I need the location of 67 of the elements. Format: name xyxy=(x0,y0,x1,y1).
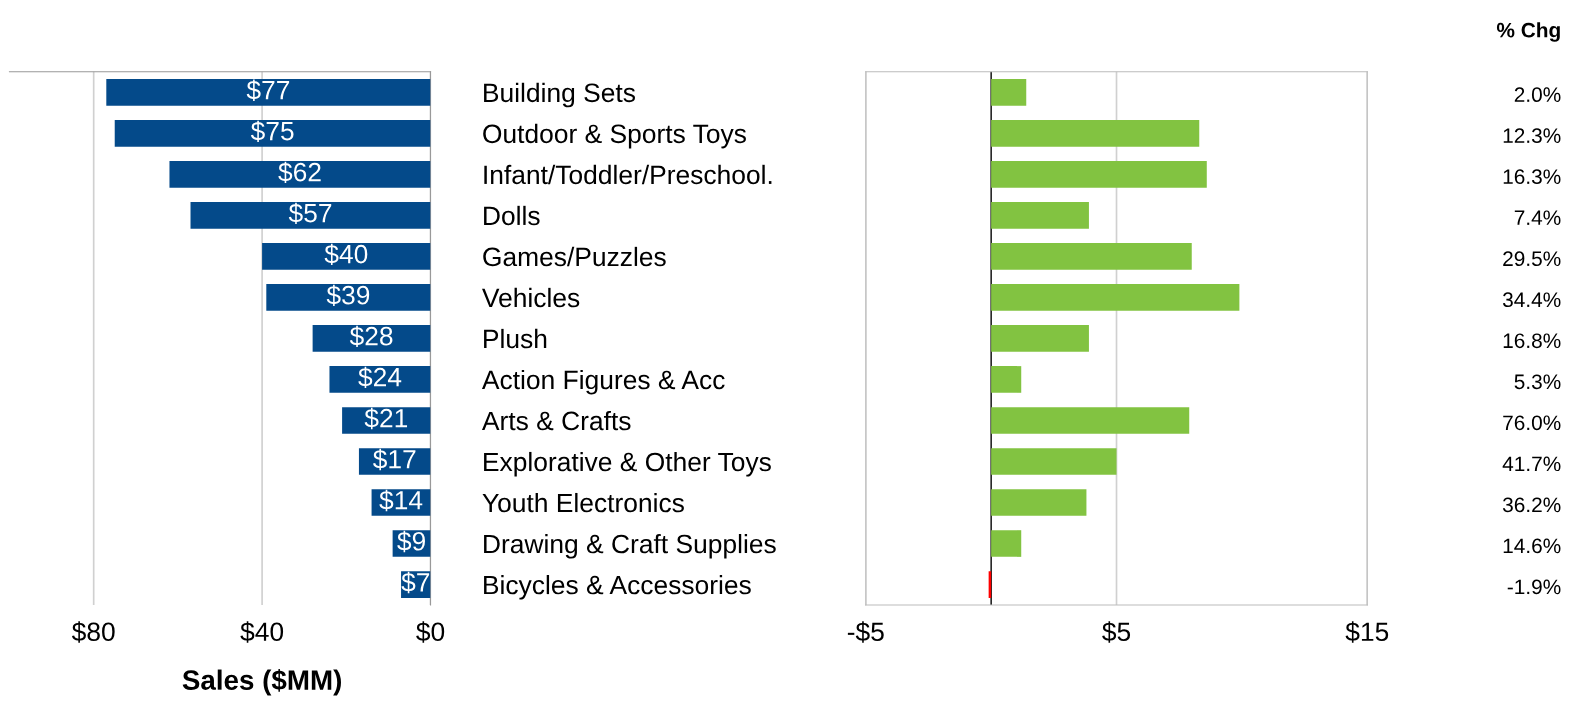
x-tick-label: $80 xyxy=(71,621,115,643)
text: 7.4% xyxy=(1514,210,1561,225)
bar xyxy=(262,243,431,270)
y-tick-label: Outdoor & Sports Toys xyxy=(483,123,746,149)
bar xyxy=(991,530,1022,557)
text: 29.5% xyxy=(1503,251,1561,267)
data-label: $28 xyxy=(349,325,393,348)
bar xyxy=(991,284,1240,311)
bar xyxy=(991,407,1190,434)
x-tick-label: $15 xyxy=(1345,621,1389,643)
data-label: $39 xyxy=(326,284,370,307)
text: 41.7% xyxy=(1502,456,1561,472)
x-tick-label: $5 xyxy=(1102,621,1131,643)
bar xyxy=(169,161,431,188)
data-label: $21 xyxy=(364,407,408,430)
text: 76.0% xyxy=(1503,415,1561,431)
text: -1.9% xyxy=(1507,579,1561,595)
y-tick-label: Bicycles & Accessories xyxy=(484,574,751,600)
text: 12.3% xyxy=(1503,128,1561,144)
text: 16.3% xyxy=(1503,169,1561,185)
data-label: $62 xyxy=(278,161,321,184)
text: % Chg xyxy=(1496,22,1560,42)
data-label: $57 xyxy=(288,202,332,225)
bar xyxy=(266,284,431,311)
bar xyxy=(991,78,1027,106)
bar xyxy=(991,161,1207,188)
y-tick-label: Explorative & Other Toys xyxy=(484,451,771,477)
bar xyxy=(329,366,431,393)
text: 2.0% xyxy=(1514,87,1561,103)
data-label: $77 xyxy=(246,79,290,101)
y-tick-label: Dolls xyxy=(484,205,540,226)
x-tick-label: $40 xyxy=(240,621,284,643)
y-tick-label: Plush xyxy=(484,328,547,349)
bar xyxy=(190,202,431,229)
y-tick-label: Arts & Crafts xyxy=(481,410,631,431)
bar xyxy=(991,489,1087,516)
y-tick-label: Drawing & Craft Supplies xyxy=(484,533,776,559)
text: 34.4% xyxy=(1502,292,1561,308)
y-tick-label: Building Sets xyxy=(484,82,635,108)
text: 14.6% xyxy=(1503,538,1561,554)
data-label: $9 xyxy=(397,530,425,553)
text: 5.3% xyxy=(1514,374,1561,390)
bar xyxy=(991,202,1089,229)
bar xyxy=(991,325,1089,352)
text: 36.2% xyxy=(1502,497,1561,513)
x-tick-label: -$5 xyxy=(847,621,884,643)
y-tick-label: Vehicles xyxy=(482,287,580,308)
y-tick-label: Infant/Toddler/Preschool. xyxy=(484,164,772,185)
bar xyxy=(991,120,1200,147)
text: 16.8% xyxy=(1503,333,1561,349)
bar xyxy=(991,243,1192,270)
y-tick-label: Action Figures & Acc xyxy=(481,369,725,395)
data-label: $40 xyxy=(324,243,368,266)
bar xyxy=(106,78,431,106)
data-label: $75 xyxy=(250,120,294,142)
bar xyxy=(312,325,431,352)
data-label: $17 xyxy=(373,448,416,471)
data-label: $14 xyxy=(379,489,423,512)
x-axis-title: Sales ($MM) xyxy=(182,669,341,696)
data-label: $24 xyxy=(358,366,402,389)
data-label: $7 xyxy=(401,571,430,594)
bar xyxy=(991,366,1022,393)
bar xyxy=(991,448,1117,475)
y-tick-label: Games/Puzzles xyxy=(483,246,666,267)
y-tick-label: Youth Electronics xyxy=(482,492,684,513)
x-tick-label: $0 xyxy=(416,621,445,643)
bar xyxy=(114,120,431,147)
